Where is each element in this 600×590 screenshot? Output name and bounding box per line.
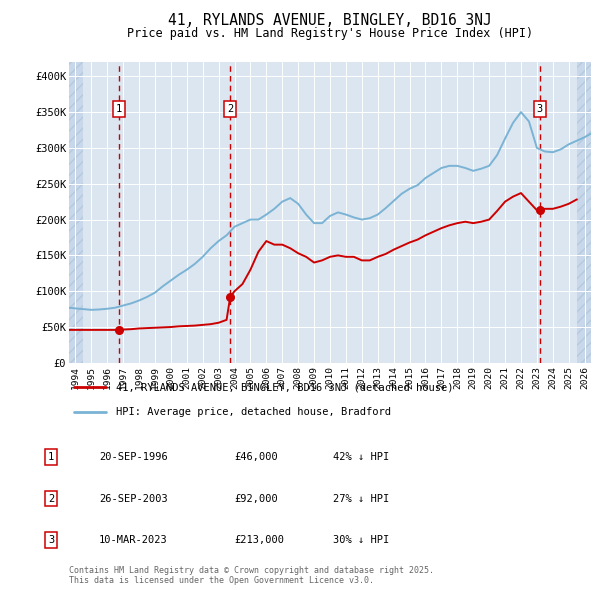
Text: 1: 1	[116, 104, 122, 114]
Text: 41, RYLANDS AVENUE, BINGLEY, BD16 3NJ: 41, RYLANDS AVENUE, BINGLEY, BD16 3NJ	[168, 13, 492, 28]
Bar	[69, 62, 83, 363]
Text: 26-SEP-2003: 26-SEP-2003	[99, 494, 168, 503]
Text: 42% ↓ HPI: 42% ↓ HPI	[333, 453, 389, 462]
Text: HPI: Average price, detached house, Bradford: HPI: Average price, detached house, Brad…	[116, 407, 391, 417]
Text: £46,000: £46,000	[234, 453, 278, 462]
Text: 1: 1	[48, 453, 54, 462]
Bar	[577, 62, 591, 363]
Text: Price paid vs. HM Land Registry's House Price Index (HPI): Price paid vs. HM Land Registry's House …	[127, 27, 533, 40]
Text: £92,000: £92,000	[234, 494, 278, 503]
Text: 10-MAR-2023: 10-MAR-2023	[99, 535, 168, 545]
Text: 41, RYLANDS AVENUE, BINGLEY, BD16 3NJ (detached house): 41, RYLANDS AVENUE, BINGLEY, BD16 3NJ (d…	[116, 382, 454, 392]
Text: 27% ↓ HPI: 27% ↓ HPI	[333, 494, 389, 503]
Text: 20-SEP-1996: 20-SEP-1996	[99, 453, 168, 462]
Text: 3: 3	[48, 535, 54, 545]
Text: Contains HM Land Registry data © Crown copyright and database right 2025.
This d: Contains HM Land Registry data © Crown c…	[69, 566, 434, 585]
Text: 30% ↓ HPI: 30% ↓ HPI	[333, 535, 389, 545]
Text: £213,000: £213,000	[234, 535, 284, 545]
Text: 2: 2	[48, 494, 54, 503]
Text: 3: 3	[537, 104, 543, 114]
Text: 2: 2	[227, 104, 233, 114]
